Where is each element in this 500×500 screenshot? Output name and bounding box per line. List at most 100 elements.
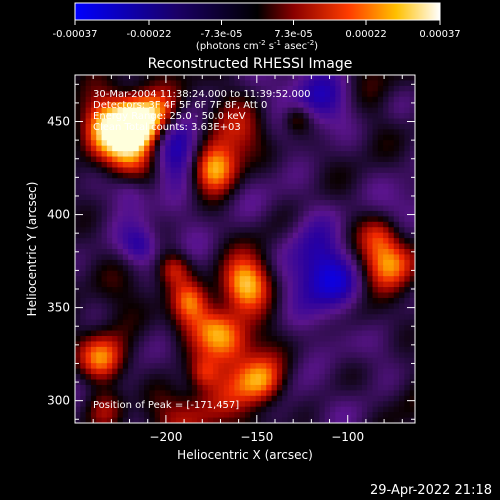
heatmap-cell	[144, 162, 150, 169]
heatmap-cell	[255, 325, 262, 332]
heatmap-cell	[260, 276, 267, 283]
heatmap-cell	[399, 395, 405, 402]
heatmap-cell	[101, 134, 108, 141]
heatmap-cell	[138, 178, 145, 185]
heatmap-cell	[112, 406, 119, 413]
heatmap-cell	[250, 145, 257, 152]
heatmap-cell	[181, 292, 188, 299]
heatmap-cell	[276, 303, 283, 310]
heatmap-cell	[80, 368, 87, 375]
heatmap-cell	[229, 384, 235, 391]
heatmap-cell	[298, 287, 305, 294]
heatmap-cell	[191, 75, 198, 82]
heatmap-cell	[85, 156, 92, 163]
heatmap-cell	[298, 134, 305, 141]
heatmap-cell	[245, 270, 251, 277]
heatmap-cell	[245, 194, 251, 201]
heatmap-cell	[207, 183, 214, 190]
heatmap-cell	[255, 210, 262, 217]
heatmap-cell	[90, 227, 97, 234]
heatmap-cell	[393, 287, 400, 294]
heatmap-cell	[266, 249, 273, 256]
heatmap-cell	[213, 314, 220, 321]
heatmap-cell	[287, 227, 294, 234]
heatmap-cell	[207, 249, 214, 256]
heatmap-cell	[122, 325, 129, 332]
heatmap-cell	[181, 379, 188, 386]
heatmap-cell	[276, 325, 283, 332]
heatmap-cell	[356, 292, 363, 299]
heatmap-cell	[292, 96, 299, 103]
heatmap-cell	[383, 91, 390, 98]
heatmap-cell	[191, 85, 198, 92]
heatmap-cell	[388, 297, 395, 304]
heatmap-cell	[207, 189, 214, 196]
heatmap-cell	[234, 189, 241, 196]
heatmap-cell	[239, 276, 246, 283]
heatmap-cell	[372, 390, 379, 397]
heatmap-cell	[223, 406, 230, 413]
heatmap-cell	[170, 314, 177, 321]
heatmap-cell	[298, 336, 305, 343]
heatmap-cell	[144, 91, 150, 98]
heatmap-cell	[133, 276, 140, 283]
heatmap-cell	[85, 346, 92, 353]
heatmap-cell	[330, 85, 336, 92]
heatmap-cell	[128, 232, 135, 239]
heatmap-cell	[324, 210, 331, 217]
heatmap-cell	[250, 401, 257, 408]
heatmap-cell	[191, 194, 198, 201]
heatmap-cell	[404, 178, 411, 185]
heatmap-cell	[170, 292, 177, 299]
heatmap-cell	[367, 265, 374, 272]
heatmap-cell	[165, 325, 172, 332]
heatmap-cell	[266, 200, 273, 207]
heatmap-cell	[388, 91, 395, 98]
heatmap-cell	[266, 314, 273, 321]
heatmap-cell	[160, 156, 166, 163]
heatmap-cell	[223, 205, 230, 212]
heatmap-cell	[367, 281, 374, 288]
heatmap-cell	[340, 281, 347, 288]
heatmap-cell	[351, 102, 358, 109]
heatmap-cell	[175, 205, 182, 212]
heatmap-cell	[160, 249, 166, 256]
heatmap-cell	[282, 417, 289, 423]
heatmap-cell	[388, 216, 395, 223]
heatmap-cell	[117, 287, 124, 294]
heatmap-cell	[276, 357, 283, 364]
heatmap-cell	[85, 167, 92, 174]
heatmap-cell	[303, 406, 310, 413]
heatmap-cell	[356, 417, 363, 423]
heatmap-cell	[75, 210, 81, 217]
heatmap-cell	[101, 205, 108, 212]
heatmap-cell	[122, 227, 129, 234]
heatmap-cell	[287, 156, 294, 163]
heatmap-cell	[260, 205, 267, 212]
heatmap-cell	[351, 357, 358, 364]
heatmap-cell	[330, 96, 336, 103]
heatmap-cell	[356, 395, 363, 402]
heatmap-cell	[399, 85, 405, 92]
heatmap-cell	[122, 194, 129, 201]
heatmap-cell	[186, 346, 193, 353]
heatmap-cell	[154, 254, 161, 261]
heatmap-cell	[175, 96, 182, 103]
heatmap-cell	[202, 319, 209, 326]
heatmap-cell	[367, 249, 374, 256]
heatmap-cell	[80, 145, 87, 152]
heatmap-cell	[90, 292, 97, 299]
heatmap-cell	[271, 178, 278, 185]
heatmap-cell	[292, 281, 299, 288]
heatmap-cell	[165, 227, 172, 234]
heatmap-cell	[393, 276, 400, 283]
heatmap-cell	[202, 145, 209, 152]
heatmap-cell	[133, 287, 140, 294]
heatmap-cell	[340, 118, 347, 125]
heatmap-cell	[292, 145, 299, 152]
heatmap-cell	[282, 221, 289, 228]
heatmap-cell	[335, 107, 342, 114]
heatmap-cell	[106, 232, 113, 239]
heatmap-cell	[303, 287, 310, 294]
heatmap-cell	[160, 145, 166, 152]
